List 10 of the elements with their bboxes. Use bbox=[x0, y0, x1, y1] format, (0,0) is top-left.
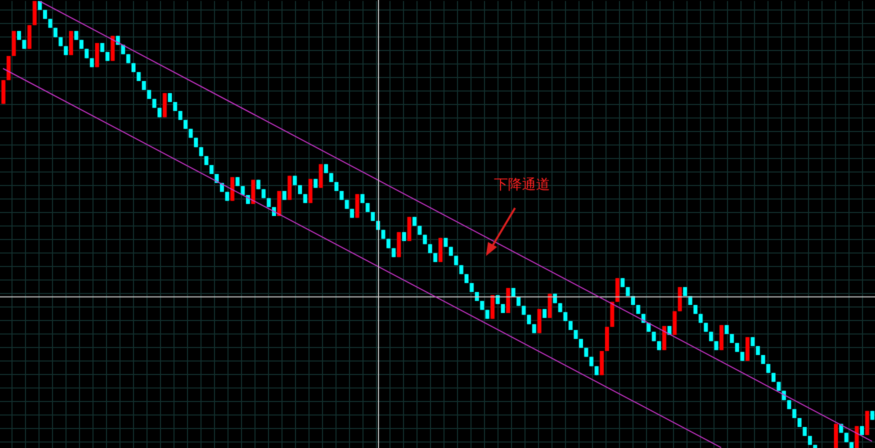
candlestick bbox=[672, 310, 677, 336]
candlestick bbox=[318, 164, 323, 188]
candlestick bbox=[854, 426, 859, 448]
annotation: 下降通道 bbox=[494, 176, 550, 194]
candlestick bbox=[1, 80, 6, 104]
candlestick bbox=[355, 194, 360, 218]
candlestick bbox=[27, 24, 32, 50]
candlestick bbox=[490, 294, 495, 320]
candlestick bbox=[615, 278, 620, 302]
candlestick bbox=[230, 176, 234, 202]
